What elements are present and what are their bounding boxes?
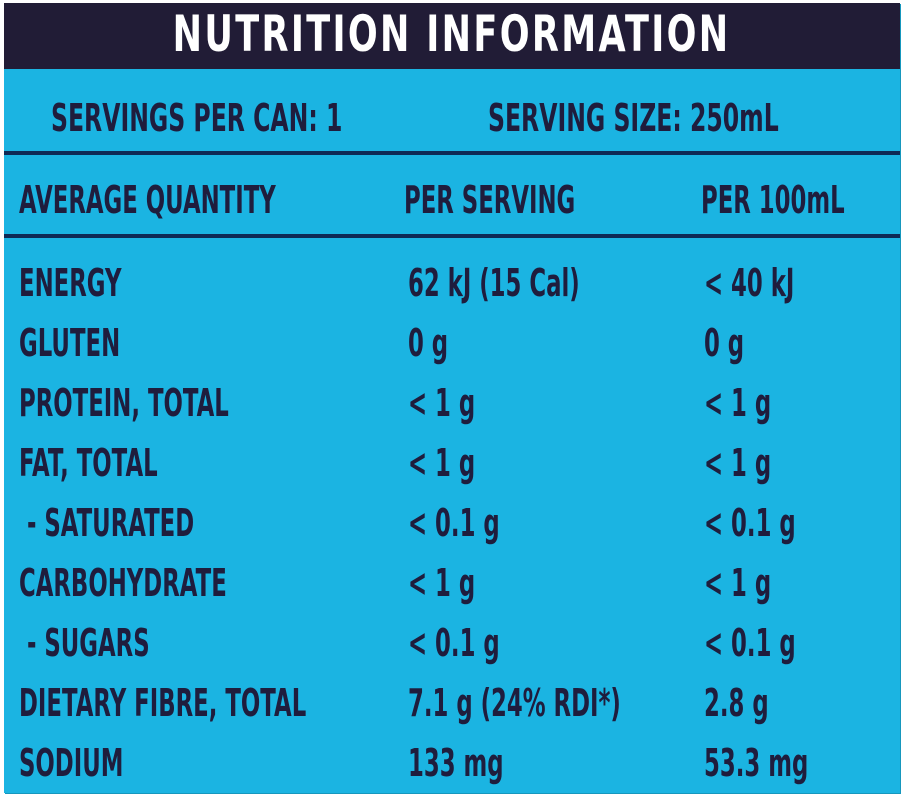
row-label: GLUTEN (19, 321, 121, 365)
title-band: NUTRITION INFORMATION (4, 3, 900, 69)
row-per-serving: 7.1 g (24% RDI*) (408, 681, 621, 725)
row-per-100ml: < 1 g (704, 381, 772, 425)
row-per-serving: < 1 g (408, 381, 476, 425)
row-label: PROTEIN, TOTAL (19, 381, 229, 425)
row-label: - SUGARS (19, 621, 150, 665)
row-per-serving: < 1 g (408, 561, 476, 605)
row-per-100ml: < 0.1 g (704, 501, 796, 545)
row-per-100ml: < 40 kJ (704, 261, 795, 305)
servings-per-can: SERVINGS PER CAN: 1 (51, 96, 343, 140)
row-per-serving: 0 g (408, 321, 449, 365)
row-per-100ml: < 1 g (704, 441, 772, 485)
serving-size: SERVING SIZE: 250mL (488, 96, 779, 140)
row-label: CARBOHYDRATE (19, 561, 227, 605)
row-label: SODIUM (19, 741, 124, 785)
row-per-100ml: 2.8 g (704, 681, 769, 725)
row-per-serving: < 1 g (408, 441, 476, 485)
row-per-100ml: 0 g (704, 321, 745, 365)
row-label: - SATURATED (19, 501, 195, 545)
row-per-100ml: 53.3 mg (704, 741, 809, 785)
row-per-serving: 62 kJ (15 Cal) (408, 261, 580, 305)
column-header-per-100ml: PER 100mL (701, 178, 845, 222)
panel-title: NUTRITION INFORMATION (173, 5, 731, 63)
divider-top (4, 151, 900, 155)
row-per-serving: < 0.1 g (408, 501, 500, 545)
column-header-quantity: AVERAGE QUANTITY (19, 178, 276, 222)
row-label: FAT, TOTAL (19, 441, 158, 485)
column-header-per-serving: PER SERVING (404, 178, 576, 222)
row-per-100ml: < 0.1 g (704, 621, 796, 665)
row-per-serving: < 0.1 g (408, 621, 500, 665)
row-per-100ml: < 1 g (704, 561, 772, 605)
row-label: ENERGY (19, 261, 122, 305)
divider-header (4, 234, 900, 238)
row-label: DIETARY FIBRE, TOTAL (19, 681, 307, 725)
row-per-serving: 133 mg (408, 741, 504, 785)
nutrition-panel: NUTRITION INFORMATION SERVINGS PER CAN: … (4, 3, 900, 793)
